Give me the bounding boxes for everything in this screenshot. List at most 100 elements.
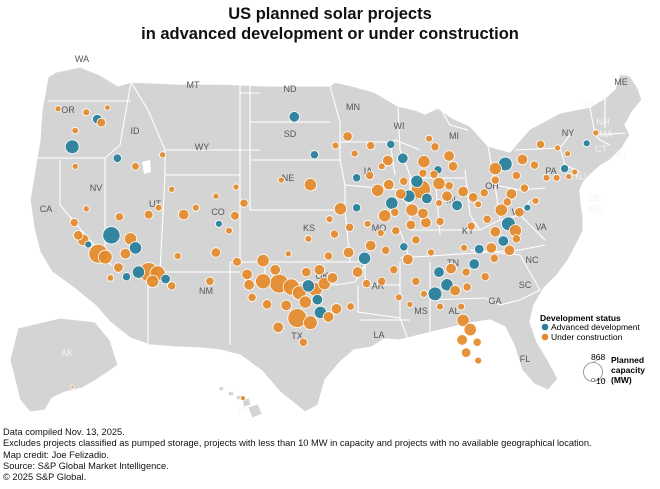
project-bubble-construction bbox=[240, 395, 246, 402]
state-label-ms: MS bbox=[414, 306, 428, 316]
title-line-1: US planned solar projects bbox=[228, 5, 432, 23]
project-bubble-construction bbox=[457, 302, 466, 311]
project-bubble-construction bbox=[261, 299, 273, 310]
footer-notes: Data compiled Nov. 13, 2025. Excludes pr… bbox=[3, 427, 592, 483]
project-bubble-construction bbox=[514, 207, 525, 218]
state-label-vt: VT bbox=[583, 99, 595, 109]
state-label-fl: FL bbox=[520, 354, 531, 364]
project-bubble-construction bbox=[269, 264, 281, 276]
project-bubble-construction bbox=[449, 284, 461, 297]
legend-construction-swatch bbox=[541, 333, 549, 341]
project-bubble-construction bbox=[441, 190, 453, 202]
project-bubble-advanced bbox=[399, 242, 409, 252]
state-label-al: AL bbox=[448, 306, 459, 316]
title-line-2: in advanced development or under constru… bbox=[141, 25, 519, 43]
project-bubble-construction bbox=[284, 250, 292, 258]
project-bubble-advanced bbox=[433, 266, 445, 278]
project-bubble-construction bbox=[326, 272, 339, 284]
project-bubble-construction bbox=[323, 251, 334, 261]
project-bubble-construction bbox=[381, 245, 391, 255]
project-bubble-construction bbox=[82, 108, 91, 117]
state-label-ca: CA bbox=[40, 204, 53, 214]
project-bubble-construction bbox=[456, 334, 468, 346]
size-legend-title-1: Planned bbox=[611, 355, 644, 365]
project-bubble-construction bbox=[460, 243, 469, 252]
size-legend-small-circle bbox=[591, 377, 596, 382]
project-bubble-construction bbox=[564, 150, 572, 158]
project-bubble-advanced bbox=[288, 111, 301, 123]
state-label-mo: MO bbox=[372, 223, 387, 233]
project-bubble-construction bbox=[482, 214, 492, 224]
project-bubble-construction bbox=[430, 142, 440, 152]
project-bubble-advanced bbox=[128, 241, 143, 255]
project-bubble-advanced bbox=[352, 203, 362, 213]
project-bubble-construction bbox=[542, 173, 551, 182]
project-bubble-construction bbox=[345, 222, 355, 232]
state-label-ak: AK bbox=[61, 348, 73, 358]
project-bubble-construction bbox=[71, 126, 79, 135]
state-label-ks: KS bbox=[303, 223, 315, 233]
project-bubble-advanced bbox=[121, 272, 132, 282]
state-label-ga: GA bbox=[488, 296, 501, 306]
project-bubble-construction bbox=[363, 219, 372, 228]
project-bubble-construction bbox=[247, 292, 257, 302]
project-bubble-construction bbox=[342, 246, 355, 259]
project-bubble-construction bbox=[389, 265, 399, 275]
project-bubble-advanced bbox=[309, 150, 319, 160]
project-bubble-construction bbox=[73, 230, 84, 241]
project-bubble-construction bbox=[366, 141, 376, 151]
project-bubble-construction bbox=[69, 218, 79, 228]
project-bubble-construction bbox=[54, 105, 62, 113]
project-bubble-construction bbox=[71, 162, 79, 170]
project-bubble-construction bbox=[205, 276, 215, 286]
project-bubble-construction bbox=[463, 323, 477, 337]
project-bubble-construction bbox=[391, 226, 401, 236]
project-bubble-construction bbox=[329, 229, 340, 239]
project-bubble-construction bbox=[494, 203, 508, 217]
project-bubble-construction bbox=[97, 249, 113, 265]
state-label-mn: MN bbox=[346, 102, 360, 112]
footer-copyright: © 2025 S&P Global. bbox=[3, 472, 87, 483]
state-label-ne: NE bbox=[282, 173, 295, 183]
project-bubble-construction bbox=[402, 253, 414, 266]
state-label-nc: NC bbox=[526, 255, 539, 265]
state-label-ok: OK bbox=[315, 271, 328, 281]
project-bubble-advanced bbox=[397, 152, 409, 165]
project-bubble-construction bbox=[554, 144, 562, 152]
alaska-land bbox=[9, 317, 119, 413]
state-label-de: DE bbox=[589, 193, 602, 203]
project-bubble-construction bbox=[325, 215, 334, 224]
state-label-id: ID bbox=[131, 126, 141, 136]
state-label-la: LA bbox=[373, 330, 384, 340]
state-label-nd: ND bbox=[284, 84, 297, 94]
state-label-wy: WY bbox=[195, 142, 210, 152]
project-bubble-construction bbox=[104, 104, 111, 111]
project-bubble-construction bbox=[592, 129, 600, 137]
size-legend-min-label: 10 bbox=[596, 376, 606, 386]
project-bubble-advanced bbox=[410, 174, 424, 188]
project-bubble-construction bbox=[511, 234, 521, 244]
state-label-sd: SD bbox=[284, 129, 297, 139]
state-label-wa: WA bbox=[75, 54, 89, 64]
project-bubble-construction bbox=[106, 274, 115, 282]
project-bubble-construction bbox=[468, 192, 479, 203]
legend: Development status Advanced development … bbox=[540, 313, 645, 386]
project-bubble-construction bbox=[429, 169, 439, 179]
project-bubble-construction bbox=[462, 282, 472, 292]
project-bubble-advanced bbox=[131, 265, 146, 279]
state-label-nm: NM bbox=[199, 286, 213, 296]
project-bubble-construction bbox=[313, 264, 326, 276]
state-label-tn: TN bbox=[447, 258, 459, 268]
project-bubble-construction bbox=[490, 175, 500, 185]
state-label-ia: IA bbox=[364, 166, 373, 176]
state-label-ar: AR bbox=[372, 281, 385, 291]
project-bubble-construction bbox=[390, 207, 400, 217]
project-bubble-construction bbox=[255, 273, 272, 290]
project-bubble-construction bbox=[241, 268, 253, 281]
project-bubble-construction bbox=[333, 202, 348, 216]
project-bubble-construction bbox=[435, 216, 445, 227]
project-bubble-construction bbox=[405, 219, 417, 231]
footer-data-compiled: Data compiled Nov. 13, 2025. bbox=[3, 427, 125, 437]
project-bubble-construction bbox=[331, 141, 340, 150]
project-bubble-construction bbox=[511, 170, 521, 181]
